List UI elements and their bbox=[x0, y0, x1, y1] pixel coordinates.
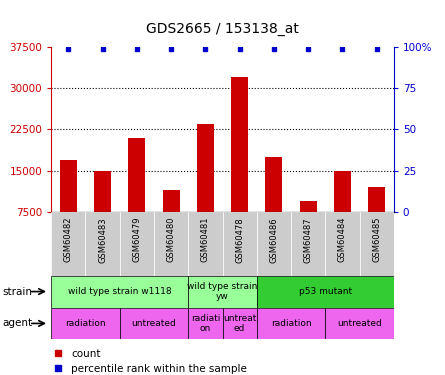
Bar bbox=[188, 308, 222, 339]
Bar bbox=[334, 171, 351, 212]
Bar bbox=[197, 124, 214, 212]
Text: wild type strain
yw: wild type strain yw bbox=[187, 282, 258, 301]
Text: GSM60479: GSM60479 bbox=[132, 217, 142, 262]
Text: p53 mutant: p53 mutant bbox=[299, 287, 352, 296]
Bar bbox=[325, 308, 394, 339]
Text: radiati
on: radiati on bbox=[190, 314, 220, 333]
Bar bbox=[368, 187, 385, 212]
Bar bbox=[188, 276, 257, 308]
Text: GSM60480: GSM60480 bbox=[166, 217, 176, 262]
Text: GSM60486: GSM60486 bbox=[269, 217, 279, 262]
Bar bbox=[60, 160, 77, 212]
Text: GSM60483: GSM60483 bbox=[98, 217, 107, 262]
Text: untreated: untreated bbox=[132, 319, 176, 328]
Text: untreated: untreated bbox=[337, 319, 382, 328]
Bar bbox=[162, 190, 180, 212]
Bar bbox=[257, 276, 394, 308]
Text: GSM60487: GSM60487 bbox=[303, 217, 313, 262]
Text: untreat
ed: untreat ed bbox=[223, 314, 256, 333]
Bar bbox=[299, 201, 317, 212]
Bar bbox=[222, 308, 257, 339]
Bar bbox=[85, 212, 120, 276]
Text: GSM60485: GSM60485 bbox=[372, 217, 381, 262]
Bar bbox=[51, 276, 188, 308]
Text: strain: strain bbox=[2, 286, 32, 297]
Text: GSM60481: GSM60481 bbox=[201, 217, 210, 262]
Bar bbox=[231, 77, 248, 212]
Bar bbox=[94, 171, 111, 212]
Bar bbox=[120, 308, 188, 339]
Text: GSM60478: GSM60478 bbox=[235, 217, 244, 262]
Text: wild type strain w1118: wild type strain w1118 bbox=[68, 287, 171, 296]
Bar bbox=[222, 212, 257, 276]
Legend: count, percentile rank within the sample: count, percentile rank within the sample bbox=[50, 345, 251, 375]
Bar bbox=[51, 308, 120, 339]
Bar bbox=[265, 157, 283, 212]
Bar bbox=[51, 212, 85, 276]
Bar bbox=[257, 212, 291, 276]
Bar bbox=[257, 308, 325, 339]
Text: radiation: radiation bbox=[65, 319, 106, 328]
Text: radiation: radiation bbox=[271, 319, 312, 328]
Bar bbox=[128, 138, 146, 212]
Bar bbox=[120, 212, 154, 276]
Bar bbox=[154, 212, 188, 276]
Bar bbox=[360, 212, 394, 276]
Text: GSM60484: GSM60484 bbox=[338, 217, 347, 262]
Text: agent: agent bbox=[2, 318, 32, 328]
Text: GDS2665 / 153138_at: GDS2665 / 153138_at bbox=[146, 22, 299, 36]
Bar bbox=[291, 212, 325, 276]
Text: GSM60482: GSM60482 bbox=[64, 217, 73, 262]
Bar bbox=[188, 212, 222, 276]
Bar bbox=[325, 212, 360, 276]
